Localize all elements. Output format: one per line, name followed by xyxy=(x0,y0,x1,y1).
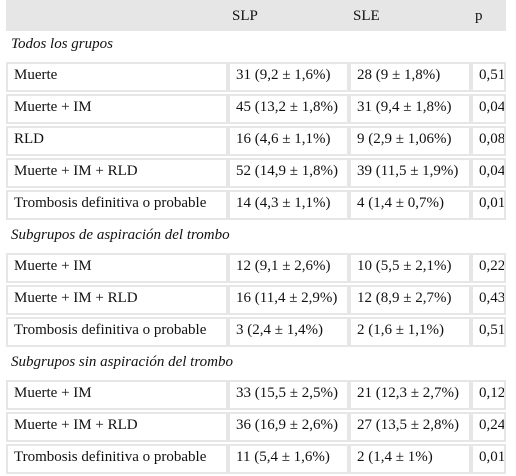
row-label: Muerte + IM + RLD xyxy=(8,414,226,440)
p-value: 0,01 xyxy=(473,192,504,218)
table-row: Muerte + IM 33 (15,5 ± 2,5%) 21 (12,3 ± … xyxy=(6,380,506,412)
p-value: 0,43 xyxy=(473,287,504,313)
slp-value: 16 (11,4 ± 2,9%) xyxy=(230,287,347,313)
row-label: RLD xyxy=(8,128,226,154)
row-label: Trombosis definitiva o probable xyxy=(8,192,226,218)
row-label: Muerte + IM xyxy=(8,255,226,281)
slp-value: 52 (14,9 ± 1,8%) xyxy=(230,160,347,186)
table-row: Muerte + IM + RLD 16 (11,4 ± 2,9%) 12 (8… xyxy=(6,285,506,317)
table-header: SLP SLE p xyxy=(6,0,506,31)
row-label: Muerte + IM xyxy=(8,382,226,408)
slp-value: 31 (9,2 ± 1,6%) xyxy=(230,64,347,90)
slp-value: 33 (15,5 ± 2,5%) xyxy=(230,382,347,408)
group-title: Subgrupos de aspiración del trombo xyxy=(6,222,506,253)
table-row: Muerte + IM + RLD 52 (14,9 ± 1,8%) 39 (1… xyxy=(6,158,506,190)
row-label: Muerte + IM xyxy=(8,96,226,122)
p-value: 0,22 xyxy=(473,255,504,281)
sle-value: 12 (8,9 ± 2,7%) xyxy=(351,287,469,313)
group-title-text: Subgrupos de aspiración del trombo xyxy=(11,227,230,243)
table-row: Muerte 31 (9,2 ± 1,6%) 28 (9 ± 1,8%) 0,5… xyxy=(6,62,506,94)
slp-value: 3 (2,4 ± 1,4%) xyxy=(230,319,347,345)
table-row: Trombosis definitiva o probable 11 (5,4 … xyxy=(6,444,506,476)
group-title: Subgrupos sin aspiración del trombo xyxy=(6,349,506,380)
p-value: 0,12 xyxy=(473,382,504,408)
p-value: 0,51 xyxy=(473,64,504,90)
p-value: 0,01 xyxy=(473,446,504,472)
sle-value: 39 (11,5 ± 1,9%) xyxy=(351,160,469,186)
table-row: RLD 16 (4,6 ± 1,1%) 9 (2,9 ± 1,06%) 0,08 xyxy=(6,126,506,158)
p-value: 0,04 xyxy=(473,160,504,186)
row-label: Muerte xyxy=(8,64,226,90)
header-p: p xyxy=(475,8,483,24)
sle-value: 2 (1,4 ± 1%) xyxy=(351,446,469,472)
header-slp: SLP xyxy=(232,8,258,24)
sle-value: 21 (12,3 ± 2,7%) xyxy=(351,382,469,408)
table-row: Muerte + IM 12 (9,1 ± 2,6%) 10 (5,5 ± 2,… xyxy=(6,253,506,285)
sle-value: 27 (13,5 ± 2,8%) xyxy=(351,414,469,440)
group-title-text: Subgrupos sin aspiración del trombo xyxy=(11,354,233,370)
row-label: Trombosis definitiva o probable xyxy=(8,446,226,472)
sle-value: 2 (1,6 ± 1,1%) xyxy=(351,319,469,345)
group-title-text: Todos los grupos xyxy=(11,36,113,52)
slp-value: 11 (5,4 ± 1,6%) xyxy=(230,446,347,472)
slp-value: 12 (9,1 ± 2,6%) xyxy=(230,255,347,281)
row-label: Muerte + IM + RLD xyxy=(8,287,226,313)
sle-value: 31 (9,4 ± 1,8%) xyxy=(351,96,469,122)
p-value: 0,51 xyxy=(473,319,504,345)
slp-value: 16 (4,6 ± 1,1%) xyxy=(230,128,347,154)
slp-value: 45 (13,2 ± 1,8%) xyxy=(230,96,347,122)
p-value: 0,08 xyxy=(473,128,504,154)
table-row: Trombosis definitiva o probable 14 (4,3 … xyxy=(6,190,506,222)
p-value: 0,24 xyxy=(473,414,504,440)
slp-value: 14 (4,3 ± 1,1%) xyxy=(230,192,347,218)
sle-value: 10 (5,5 ± 2,1%) xyxy=(351,255,469,281)
results-table: SLP SLE p Todos los grupos Muerte 31 (9,… xyxy=(6,0,506,476)
table-row: Trombosis definitiva o probable 3 (2,4 ±… xyxy=(6,317,506,349)
sle-value: 28 (9 ± 1,8%) xyxy=(351,64,469,90)
group-title: Todos los grupos xyxy=(6,31,506,62)
table-row: Muerte + IM + RLD 36 (16,9 ± 2,6%) 27 (1… xyxy=(6,412,506,444)
slp-value: 36 (16,9 ± 2,6%) xyxy=(230,414,347,440)
row-label: Muerte + IM + RLD xyxy=(8,160,226,186)
row-label: Trombosis definitiva o probable xyxy=(8,319,226,345)
table-row: Muerte + IM 45 (13,2 ± 1,8%) 31 (9,4 ± 1… xyxy=(6,94,506,126)
p-value: 0,04 xyxy=(473,96,504,122)
sle-value: 4 (1,4 ± 0,7%) xyxy=(351,192,469,218)
sle-value: 9 (2,9 ± 1,06%) xyxy=(351,128,469,154)
header-sle: SLE xyxy=(353,8,380,24)
